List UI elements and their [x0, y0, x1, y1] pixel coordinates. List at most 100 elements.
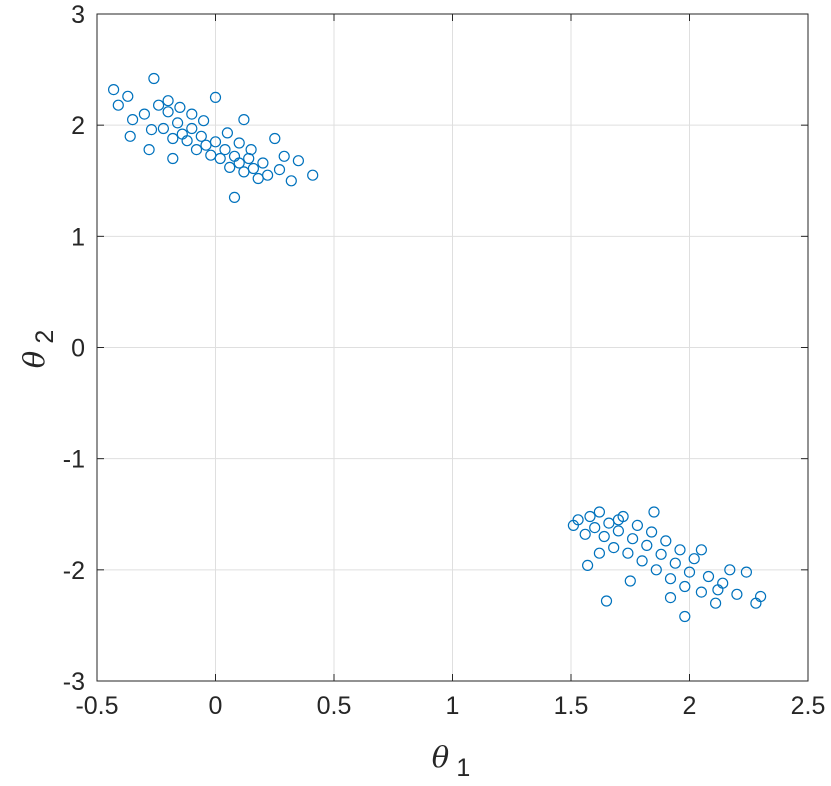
- data-point: [712, 584, 724, 596]
- data-point: [645, 526, 658, 538]
- y-tick-label: 3: [71, 1, 85, 29]
- data-point: [740, 566, 753, 578]
- x-tick-label: -0.5: [75, 692, 118, 720]
- data-point: [148, 72, 160, 85]
- x-axis-subscript: 1: [456, 754, 470, 782]
- y-axis-label: θ 2: [17, 330, 59, 369]
- data-point: [664, 591, 677, 604]
- data-point: [650, 564, 662, 576]
- data-point: [626, 533, 639, 545]
- data-point: [205, 149, 217, 161]
- data-point: [603, 517, 615, 529]
- data-point: [579, 528, 591, 540]
- data-point: [674, 544, 686, 556]
- data-point: [754, 590, 767, 603]
- data-point: [245, 144, 257, 156]
- data-point: [209, 136, 222, 148]
- data-point: [584, 510, 596, 523]
- data-point: [252, 172, 264, 185]
- y-tick-label: 2: [71, 112, 85, 140]
- data-point: [695, 586, 708, 598]
- data-point: [228, 150, 241, 162]
- data-point: [608, 541, 620, 554]
- data-point: [247, 162, 259, 175]
- data-point: [145, 124, 158, 136]
- data-point: [669, 557, 681, 569]
- y-tick-label: -3: [63, 668, 85, 696]
- data-point: [660, 535, 672, 547]
- y-tick-label: -1: [63, 446, 85, 474]
- data-point: [695, 544, 708, 556]
- data-point: [636, 555, 648, 567]
- axes: [96, 13, 809, 682]
- data-point: [612, 514, 625, 526]
- data-point: [167, 132, 179, 145]
- y-axis-subscript: 2: [31, 330, 59, 344]
- data-point: [224, 161, 236, 173]
- data-point: [631, 519, 644, 532]
- data-point: [214, 152, 226, 165]
- data-point: [221, 127, 233, 139]
- data-point: [269, 132, 281, 145]
- data-point: [262, 169, 274, 181]
- data-point: [285, 175, 297, 187]
- data-point: [702, 570, 715, 583]
- data-point: [612, 525, 625, 537]
- y-tick-label: 1: [71, 223, 85, 251]
- data-point: [233, 137, 245, 149]
- data-points: [107, 72, 767, 623]
- data-point: [167, 152, 179, 165]
- data-point: [648, 506, 660, 518]
- data-point: [624, 575, 636, 587]
- data-point: [198, 115, 210, 127]
- x-tick-label: 2: [683, 692, 697, 720]
- tick-labels: -0.5 0 0.5 1 1.5 2 2.5 -3 -2 -1 0 1 2 3: [63, 1, 826, 720]
- x-tick-label: 0: [209, 692, 223, 720]
- data-point: [238, 166, 250, 178]
- data-point: [190, 144, 203, 156]
- data-point: [143, 144, 155, 156]
- y-tick-label: -2: [63, 557, 85, 585]
- data-point: [622, 547, 634, 559]
- data-point: [307, 169, 319, 181]
- data-point: [228, 191, 241, 203]
- data-point: [709, 597, 722, 609]
- y-tick-label: 0: [71, 335, 85, 363]
- x-axis-label: θ 1: [432, 740, 471, 782]
- data-point: [176, 128, 188, 140]
- data-point: [181, 135, 193, 147]
- x-tick-label: 1.5: [554, 692, 589, 720]
- data-point: [233, 157, 245, 169]
- x-axis-symbol: θ: [432, 740, 449, 774]
- data-point: [572, 514, 584, 526]
- data-point: [750, 597, 762, 609]
- y-axis-symbol: θ: [17, 351, 51, 368]
- data-point: [683, 566, 696, 578]
- data-point: [124, 130, 136, 142]
- data-point: [679, 610, 691, 623]
- data-point: [731, 588, 743, 600]
- data-point: [598, 530, 610, 543]
- data-point: [186, 108, 198, 120]
- data-point: [162, 106, 174, 118]
- data-point: [292, 155, 304, 167]
- data-point: [589, 521, 601, 534]
- data-point: [273, 164, 286, 176]
- data-point: [717, 577, 729, 589]
- data-point: [157, 122, 169, 135]
- data-point: [174, 101, 186, 114]
- data-point: [219, 144, 231, 156]
- data-point: [153, 99, 165, 111]
- x-tick-label: 1: [446, 692, 460, 720]
- data-point: [655, 548, 667, 560]
- data-point: [138, 108, 150, 120]
- data-point: [688, 553, 700, 565]
- data-point: [195, 130, 207, 142]
- x-tick-label: 2.5: [791, 692, 826, 720]
- data-point: [724, 564, 736, 576]
- data-point: [278, 150, 290, 162]
- data-point: [112, 99, 124, 111]
- data-point: [186, 122, 198, 135]
- data-point: [162, 95, 174, 107]
- data-point: [593, 547, 606, 559]
